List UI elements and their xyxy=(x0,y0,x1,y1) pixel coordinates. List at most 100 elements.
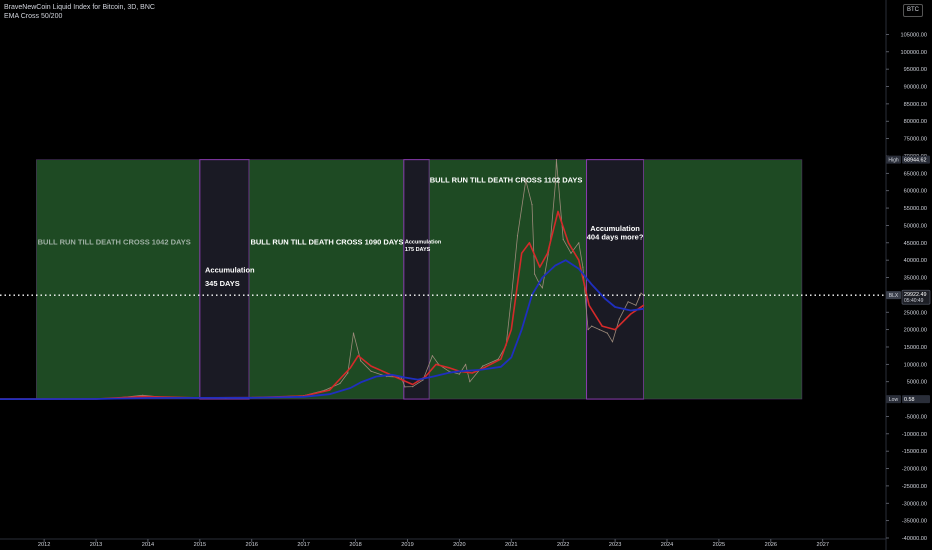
series-point-ema_slow-19 xyxy=(521,329,523,331)
series-point-price-50 xyxy=(611,341,614,343)
series-point-price-19 xyxy=(404,386,406,388)
series-point-ema_slow-2 xyxy=(147,397,149,399)
series-point-price-42 xyxy=(570,252,572,254)
x-tick-label-6: 2018 xyxy=(349,542,361,548)
series-point-ema_slow-16 xyxy=(479,369,481,371)
y-tick-label-17: 20000.00 xyxy=(904,328,927,334)
series-point-ema_slow-9 xyxy=(375,375,377,378)
series-point-price-46 xyxy=(587,329,589,331)
series-point-ema_slow-8 xyxy=(360,381,362,383)
series-point-price-48 xyxy=(598,329,601,331)
y-tick-label-29: -40000.00 xyxy=(902,536,927,542)
series-point-ema_slow-12 xyxy=(417,379,419,381)
y-tick-label-8: 65000.00 xyxy=(904,171,927,177)
series-point-ema_fast-29 xyxy=(601,325,603,327)
series-point-price-16 xyxy=(370,370,372,372)
marker-value-2: 0.58 xyxy=(904,397,915,403)
series-point-ema_slow-7 xyxy=(349,387,351,389)
marker-label-0: High xyxy=(888,158,899,164)
y-tick-label-19: 10000.00 xyxy=(904,362,927,368)
series-point-price-21 xyxy=(422,379,424,381)
y-tick-label-1: 100000.00 xyxy=(901,50,927,56)
bull-run-zone-6 xyxy=(643,159,803,400)
y-tick-label-23: -10000.00 xyxy=(902,432,927,438)
series-point-ema_fast-26 xyxy=(567,242,570,244)
series-point-price-32 xyxy=(516,235,519,237)
series-point-price-12 xyxy=(339,382,341,385)
series-point-ema_fast-11 xyxy=(401,379,403,381)
series-point-ema_slow-21 xyxy=(541,276,544,279)
series-point-price-27 xyxy=(469,381,471,383)
marker-tag-2 xyxy=(886,395,901,404)
series-point-ema_slow-10 xyxy=(391,374,393,376)
series-point-price-22 xyxy=(431,355,433,357)
series-point-price-36 xyxy=(539,283,541,286)
series-point-price-13 xyxy=(347,372,349,374)
marker-label-1: BLX xyxy=(889,293,899,299)
series-point-ema_fast-10 xyxy=(386,372,388,374)
x-tick-label-3: 2015 xyxy=(194,542,206,548)
indicator-label: EMA Cross 50/200 xyxy=(4,13,63,20)
y-tick-label-0: 105000.00 xyxy=(901,32,927,38)
series-point-ema_slow-23 xyxy=(565,259,567,261)
x-tick-label-2: 2014 xyxy=(142,542,154,548)
y-tick-label-16: 25000.00 xyxy=(904,310,927,316)
y-tick-label-10: 55000.00 xyxy=(904,206,927,212)
series-point-price-39 xyxy=(554,183,557,185)
series-point-price-51 xyxy=(618,318,620,320)
series-point-price-31 xyxy=(510,297,512,299)
zones-layer xyxy=(0,24,885,538)
accumulation-zone-5 xyxy=(586,159,645,400)
y-tick-label-22: -5000.00 xyxy=(905,414,927,420)
series-point-price-33 xyxy=(525,179,527,181)
symbol-button[interactable]: BTC xyxy=(903,4,923,17)
y-tick-label-12: 45000.00 xyxy=(904,241,927,247)
y-tick-label-6: 75000.00 xyxy=(904,137,927,143)
marker-value-box-0 xyxy=(902,155,930,164)
zone-label-1: Accumulation xyxy=(205,265,255,274)
series-point-ema_slow-29 xyxy=(643,308,645,310)
series-point-ema_slow-14 xyxy=(448,372,450,374)
x-tick-label-12: 2024 xyxy=(661,542,673,548)
series-point-price-47 xyxy=(591,325,593,327)
marker-tag-1 xyxy=(886,291,901,300)
series-point-ema_fast-20 xyxy=(510,329,512,331)
series-point-ema_fast-24 xyxy=(547,252,549,254)
y-tick-label-2: 95000.00 xyxy=(904,67,927,73)
x-axis: 2012 2013 2014 2015 2016 2017 2018 2019 2020 2021… xyxy=(0,538,886,548)
zone-labels-layer: BULL RUN TILL DEATH CROSS 1042 DAYS Accum… xyxy=(38,176,644,288)
series-point-ema_slow-4 xyxy=(251,397,253,399)
series-point-ema_slow-18 xyxy=(510,356,512,358)
series-point-price-41 xyxy=(562,238,564,240)
series-point-ema_fast-19 xyxy=(500,358,502,360)
zone-label-2-5: 404 days more? xyxy=(587,233,644,242)
series-point-ema_slow-15 xyxy=(458,370,460,372)
series-point-ema_slow-25 xyxy=(591,283,593,286)
y-tick-label-4: 85000.00 xyxy=(904,102,927,108)
series-point-ema_fast-27 xyxy=(578,259,580,261)
series-point-ema_fast-30 xyxy=(614,329,616,331)
y-tick-label-9: 60000.00 xyxy=(904,189,927,195)
series-point-ema_fast-7 xyxy=(349,367,351,369)
series-point-ema_slow-13 xyxy=(432,375,434,378)
series-point-price-24 xyxy=(448,370,450,372)
series-point-ema_slow-28 xyxy=(630,309,632,312)
series-point-ema_slow-11 xyxy=(404,376,406,379)
series-point-price-43 xyxy=(578,242,580,244)
series-point-price-37 xyxy=(541,287,544,289)
series-point-ema_fast-31 xyxy=(630,313,632,315)
series-point-ema_fast-32 xyxy=(643,304,645,306)
y-tick-label-18: 15000.00 xyxy=(904,345,927,351)
zone-label-4: BULL RUN TILL DEATH CROSS 1102 DAYS xyxy=(430,176,583,185)
zone-label-2: BULL RUN TILL DEATH CROSS 1090 DAYS xyxy=(250,238,403,247)
series-point-ema_fast-18 xyxy=(484,366,486,368)
y-tick-label-24: -15000.00 xyxy=(902,449,927,455)
series-point-price-26 xyxy=(465,363,467,365)
series-point-ema_fast-28 xyxy=(588,304,590,306)
series-point-price-25 xyxy=(458,373,460,375)
series-point-price-54 xyxy=(640,292,642,294)
series-point-price-40 xyxy=(555,159,558,161)
series-point-price-28 xyxy=(482,365,484,367)
